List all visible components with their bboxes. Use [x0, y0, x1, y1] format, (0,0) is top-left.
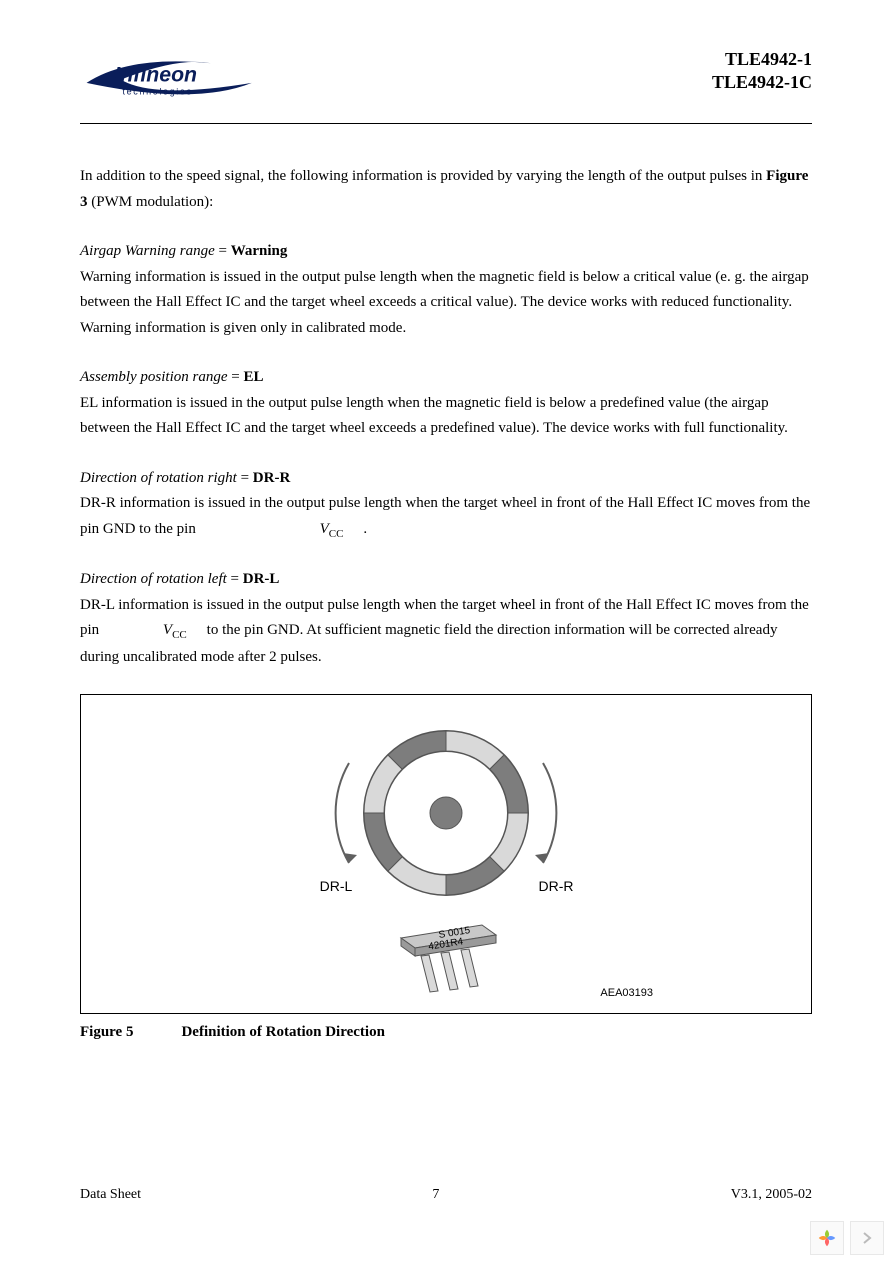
drl-var-sub: CC [172, 629, 187, 641]
intro-paragraph: In addition to the speed signal, the fol… [80, 164, 812, 215]
intro-line2-pre: of the output pulses in [629, 168, 766, 184]
drl-body: DR-L information is issued in the output… [80, 593, 812, 671]
product-title-2: TLE4942-1C [712, 71, 812, 94]
section-drl: Direction of rotation left = DR-L DR-L i… [80, 567, 812, 670]
drl-title-eq: = [227, 571, 243, 587]
drr-body-pre: DR-R information is issued in the output… [80, 495, 810, 537]
section-assembly: Assembly position range = EL EL informat… [80, 365, 812, 442]
drr-body-post: . [360, 521, 368, 537]
header-divider [80, 123, 812, 124]
drr-title-eq: = [237, 470, 253, 486]
section-airgap: Airgap Warning range = Warning Warning i… [80, 239, 812, 341]
chevron-right-icon [861, 1232, 873, 1244]
drr-title: Direction of rotation right = DR-R [80, 466, 812, 492]
drr-title-bold: DR-R [253, 470, 291, 486]
footer-version: V3.1, 2005-02 [731, 1187, 812, 1203]
drr-var-sub: CC [329, 528, 344, 540]
assembly-title-eq: = [228, 369, 244, 385]
assembly-body: EL information is issued in the output p… [80, 391, 812, 442]
airgap-title: Airgap Warning range = Warning [80, 239, 812, 265]
figure-box: DR-L DR-R S 0015 4201R4 AEA03193 [80, 694, 812, 1014]
figure-label: Figure 5 [80, 1024, 133, 1041]
intro-line1: In addition to the speed signal, the fol… [80, 168, 625, 184]
svg-text:technologies: technologies [123, 86, 193, 96]
figure-title: Definition of Rotation Direction [181, 1024, 384, 1041]
rotation-diagram: DR-L DR-R S 0015 4201R4 [231, 713, 661, 1003]
label-dr-l: DR-L [320, 878, 353, 894]
footer-page-number: 7 [432, 1187, 439, 1203]
drr-var: V [320, 521, 329, 537]
airgap-title-eq: = [215, 243, 231, 259]
page-header: Infineon technologies TLE4942-1 TLE4942-… [80, 48, 812, 113]
assembly-title-italic: Assembly position range [80, 369, 228, 385]
airgap-title-bold: Warning [231, 243, 288, 259]
page-footer: Data Sheet 7 V3.1, 2005-02 [80, 1187, 812, 1203]
figure-caption: Figure 5 Definition of Rotation Directio… [80, 1024, 812, 1041]
drl-title-italic: Direction of rotation left [80, 571, 227, 587]
drr-title-italic: Direction of rotation right [80, 470, 237, 486]
company-logo: Infineon technologies [80, 48, 260, 113]
figure-ref-id: AEA03193 [600, 987, 653, 999]
drl-title-bold: DR-L [243, 571, 280, 587]
assembly-title: Assembly position range = EL [80, 365, 812, 391]
assembly-title-bold: EL [243, 369, 263, 385]
svg-text:Infineon: Infineon [114, 62, 197, 86]
section-drr: Direction of rotation right = DR-R DR-R … [80, 466, 812, 544]
footer-left: Data Sheet [80, 1187, 141, 1203]
viewer-logo-icon[interactable] [810, 1221, 844, 1255]
intro-line2-post: (PWM modulation): [88, 194, 214, 210]
next-page-button[interactable] [850, 1221, 884, 1255]
drl-title: Direction of rotation left = DR-L [80, 567, 812, 593]
viewer-controls [810, 1221, 884, 1255]
label-dr-r: DR-R [539, 878, 574, 894]
airgap-body: Warning information is issued in the out… [80, 265, 812, 342]
product-titles: TLE4942-1 TLE4942-1C [712, 48, 812, 95]
product-title-1: TLE4942-1 [712, 48, 812, 71]
airgap-title-italic: Airgap Warning range [80, 243, 215, 259]
drr-body: DR-R information is issued in the output… [80, 491, 812, 543]
drl-var: V [163, 622, 172, 638]
